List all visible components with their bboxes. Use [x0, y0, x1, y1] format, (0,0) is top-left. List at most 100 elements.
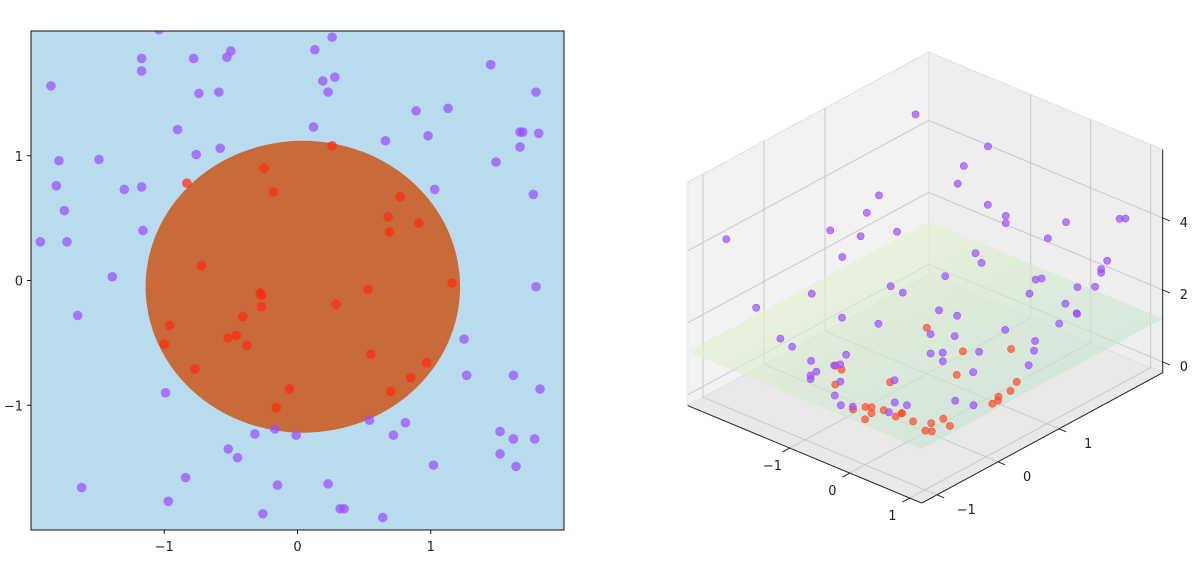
- data-point-3d-outer-class: [983, 200, 992, 209]
- data-point-outer-class: [533, 128, 544, 139]
- axis-ticks-3d: −1 0 1 −1 0 1 0 2 4: [763, 216, 1188, 524]
- data-point-3d-outer-class: [969, 368, 978, 377]
- data-point-3d-outer-class: [1037, 274, 1046, 283]
- x-tick-label: 0: [293, 540, 301, 555]
- data-point-3d-outer-class: [938, 348, 947, 357]
- data-point-3d-outer-class: [838, 313, 846, 322]
- data-point-3d-outer-class: [975, 347, 983, 356]
- y-tick-label: 1: [15, 150, 23, 165]
- data-point-outer-class: [423, 130, 433, 141]
- data-point-outer-class: [388, 430, 399, 440]
- data-point-3d-outer-class: [893, 227, 901, 236]
- data-point-inner-class: [256, 301, 267, 312]
- z-tick-label-3d: 4: [1180, 216, 1188, 231]
- chart-2d-decision-region: −1 0 1 −1 0 1: [4, 30, 565, 555]
- data-point-3d-inner-class: [861, 403, 870, 411]
- data-point-3d-outer-class: [938, 357, 947, 366]
- data-point-3d-outer-class: [977, 258, 986, 267]
- data-point-3d-inner-class: [867, 409, 876, 417]
- data-point-inner-class: [447, 278, 457, 288]
- data-point-inner-class: [413, 218, 424, 228]
- data-point-3d-inner-class: [861, 415, 869, 424]
- data-point-inner-class: [327, 140, 337, 151]
- data-point-3d-outer-class: [950, 332, 959, 340]
- data-point-3d-outer-class: [838, 253, 847, 261]
- z-tick-label-3d: 2: [1180, 288, 1188, 303]
- data-point-outer-class: [508, 434, 519, 444]
- data-point-inner-class: [395, 192, 405, 202]
- data-point-outer-class: [327, 32, 337, 43]
- data-point-outer-class: [191, 149, 202, 160]
- data-point-inner-class: [259, 163, 269, 174]
- x-tick-mark-3d: [782, 447, 790, 453]
- data-point-outer-class: [272, 480, 283, 490]
- data-point-3d-outer-class: [874, 319, 883, 328]
- data-point-3d-outer-class: [953, 179, 962, 188]
- data-point-3d-outer-class: [951, 396, 960, 405]
- data-point-outer-class: [250, 429, 260, 439]
- data-point-outer-class: [59, 205, 70, 216]
- data-point-3d-outer-class: [788, 342, 796, 351]
- data-point-3d-outer-class: [885, 408, 893, 417]
- data-point-outer-class: [461, 370, 472, 381]
- data-point-3d-outer-class: [776, 334, 785, 343]
- data-point-outer-class: [318, 76, 328, 86]
- data-point-3d-outer-class: [856, 232, 865, 241]
- data-point-3d-outer-class: [722, 235, 731, 243]
- data-point-outer-class: [188, 53, 199, 64]
- data-point-outer-class: [443, 103, 453, 114]
- chart-3d-scatter: −1 0 1 −1 0 1 0 2 4: [686, 51, 1188, 524]
- data-point-inner-class: [242, 340, 252, 351]
- data-point-3d-inner-class: [927, 419, 936, 427]
- data-point-outer-class: [485, 59, 496, 70]
- data-point-outer-class: [511, 461, 521, 472]
- data-point-3d-outer-class: [848, 402, 857, 411]
- data-point-3d-inner-class: [921, 426, 930, 435]
- z-tick-label-3d: 0: [1180, 360, 1188, 375]
- data-point-3d-outer-class: [898, 288, 907, 297]
- data-point-outer-class: [136, 66, 147, 76]
- x-tick-mark-3d: [902, 497, 910, 503]
- data-point-outer-class: [308, 122, 319, 132]
- data-point-3d-inner-class: [891, 412, 900, 421]
- data-point-3d-outer-class: [807, 289, 816, 298]
- z-tick-mark-3d: [1162, 289, 1171, 294]
- data-point-inner-class: [164, 320, 175, 331]
- data-point-outer-class: [51, 180, 62, 191]
- data-point-inner-class: [421, 358, 432, 368]
- data-point-3d-outer-class: [1044, 234, 1052, 243]
- data-point-3d-outer-class: [886, 282, 895, 291]
- y-tick-mark-3d: [997, 461, 1006, 466]
- data-point-3d-inner-class: [898, 409, 906, 418]
- data-point-outer-class: [172, 124, 183, 135]
- x-axis-line: [687, 405, 922, 504]
- y-axis-line: [921, 372, 1163, 504]
- data-point-outer-class: [258, 508, 268, 519]
- y-tick-label: 0: [15, 275, 23, 290]
- data-point-3d-outer-class: [890, 398, 899, 407]
- data-point-outer-class: [35, 237, 46, 247]
- y-tick-mark-3d: [936, 494, 945, 499]
- data-point-outer-class: [62, 237, 72, 247]
- data-point-outer-class: [339, 503, 349, 514]
- x-tick-label-3d: 1: [888, 509, 896, 524]
- data-point-outer-class: [330, 72, 340, 82]
- data-point-outer-class: [46, 81, 56, 91]
- wall-gridline: [687, 191, 929, 324]
- y-tick-label-3d: 0: [1023, 470, 1031, 485]
- data-point-3d-outer-class: [752, 303, 761, 312]
- data-point-3d-outer-class: [826, 226, 835, 235]
- data-point-outer-class: [194, 88, 204, 99]
- data-point-3d-outer-class: [830, 391, 839, 400]
- x-tick-label-3d: −1: [763, 459, 782, 474]
- data-point-outer-class: [310, 44, 320, 55]
- data-point-3d-inner-class: [927, 427, 936, 436]
- data-point-outer-class: [411, 106, 421, 116]
- data-point-3d-outer-class: [1103, 256, 1112, 265]
- data-point-3d-outer-class: [1001, 211, 1010, 220]
- data-point-3d-inner-class: [946, 422, 954, 430]
- data-point-outer-class: [428, 460, 439, 470]
- data-point-3d-inner-class: [959, 347, 967, 356]
- data-point-outer-class: [54, 155, 64, 166]
- x-tick-label: 1: [427, 540, 435, 555]
